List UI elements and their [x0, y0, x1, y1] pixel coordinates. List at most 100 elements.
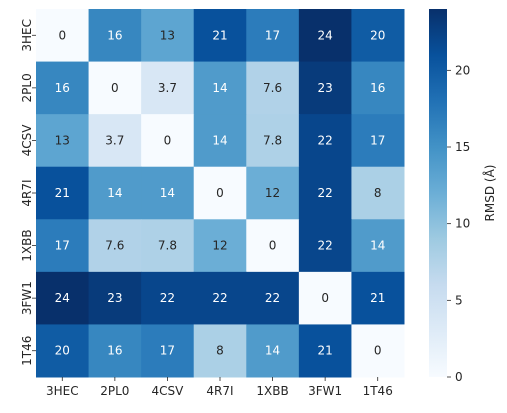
cell-value-label: 7.8 — [263, 133, 282, 147]
heatmap-cell — [88, 219, 142, 273]
y-tick-label: 1XBB — [20, 229, 34, 261]
cell-value-label: 7.6 — [105, 239, 124, 253]
heatmap-cell — [246, 271, 300, 325]
heatmap-cell — [193, 9, 247, 63]
x-tick-label: 3HEC — [46, 384, 79, 398]
cell-value-label: 21 — [55, 186, 70, 200]
cell-value-label: 0 — [374, 344, 382, 358]
heatmap-cell — [298, 61, 352, 115]
cell-value-label: 21 — [318, 344, 333, 358]
y-tick-label: 3FW1 — [20, 281, 34, 315]
cell-value-label: 0 — [58, 28, 66, 42]
heatmap-cell — [88, 114, 142, 168]
heatmap-cell — [246, 324, 300, 378]
cell-value-label: 17 — [160, 344, 175, 358]
heatmap-cell — [36, 219, 90, 273]
cell-value-label: 22 — [318, 133, 333, 147]
heatmap-cell — [88, 166, 142, 220]
heatmap-cell — [88, 9, 142, 63]
heatmap-cell — [298, 114, 352, 168]
x-tick-label: 1T46 — [363, 384, 393, 398]
heatmap-cell — [141, 219, 195, 273]
colorbar-tick-label: 10 — [455, 217, 470, 231]
heatmap-cell — [193, 61, 247, 115]
heatmap-cell — [36, 166, 90, 220]
x-tick-label: 4CSV — [152, 384, 185, 398]
cell-value-label: 7.8 — [158, 239, 177, 253]
cell-value-label: 24 — [55, 291, 70, 305]
heatmap-cell — [141, 166, 195, 220]
y-axis: 3HEC 2PL0 4CSV 4R7I 1XBB 3FW1 1T46 — [20, 19, 36, 366]
cell-value-label: 8 — [216, 344, 224, 358]
colorbar-tick-label: 15 — [455, 140, 470, 154]
cell-value-label: 3.7 — [158, 81, 177, 95]
cell-value-label: 14 — [212, 81, 227, 95]
cell-value-label: 24 — [318, 28, 333, 42]
heatmap-cell — [193, 114, 247, 168]
cell-value-label: 20 — [370, 28, 385, 42]
cell-value-label: 22 — [318, 186, 333, 200]
heatmap-cell — [298, 271, 352, 325]
colorbar-tick-label: 20 — [455, 63, 470, 77]
heatmap-cell — [298, 166, 352, 220]
cell-value-label: 22 — [160, 291, 175, 305]
heatmap-cell — [246, 114, 300, 168]
heatmap-cell — [246, 219, 300, 273]
cell-value-label: 23 — [318, 81, 333, 95]
cell-value-label: 23 — [107, 291, 122, 305]
cell-value-label: 17 — [55, 239, 70, 253]
cell-value-label: 17 — [265, 28, 280, 42]
heatmap-cell — [36, 324, 90, 378]
heatmap-cell — [141, 114, 195, 168]
cell-value-label: 16 — [107, 344, 122, 358]
heatmap-cell — [246, 9, 300, 63]
y-tick-label: 1T46 — [20, 336, 34, 366]
colorbar-tick-label: 5 — [455, 293, 463, 307]
cell-value-label: 3.7 — [105, 133, 124, 147]
cell-value-label: 0 — [111, 81, 119, 95]
colorbar-label: RMSD (Å) — [482, 165, 497, 222]
x-tick-label: 1XBB — [256, 384, 288, 398]
cell-value-label: 16 — [107, 28, 122, 42]
cell-value-label: 8 — [374, 186, 382, 200]
cell-value-label: 0 — [164, 133, 172, 147]
heatmap-cell — [36, 271, 90, 325]
heatmap-cell — [351, 219, 405, 273]
heatmap-cell — [351, 166, 405, 220]
heatmap-cell — [351, 324, 405, 378]
heatmap-cell — [141, 9, 195, 63]
x-axis: 3HEC 2PL0 4CSV 4R7I 1XBB 3FW1 1T46 — [46, 377, 393, 398]
cell-value-label: 14 — [160, 186, 175, 200]
colorbar-tick-label: 0 — [455, 370, 463, 384]
heatmap-cell — [36, 61, 90, 115]
heatmap-cell — [298, 9, 352, 63]
heatmap-cell — [193, 324, 247, 378]
x-tick-label: 3FW1 — [308, 384, 342, 398]
heatmap-cell — [193, 271, 247, 325]
heatmap-cell — [351, 271, 405, 325]
x-tick-label: 2PL0 — [100, 384, 129, 398]
cell-value-label: 7.6 — [263, 81, 282, 95]
cell-value-label: 16 — [370, 81, 385, 95]
heatmap-cell — [88, 324, 142, 378]
heatmap-cell — [88, 271, 142, 325]
cell-value-label: 21 — [370, 291, 385, 305]
colorbar: 0 5 10 15 20 RMSD (Å) — [429, 9, 497, 384]
y-tick-label: 4R7I — [20, 179, 34, 206]
cell-value-label: 0 — [269, 239, 277, 253]
heatmap-cells — [36, 9, 405, 378]
heatmap-cell — [36, 114, 90, 168]
cell-value-label: 22 — [212, 291, 227, 305]
heatmap-cell — [141, 324, 195, 378]
x-tick-label: 4R7I — [206, 384, 233, 398]
colorbar-gradient — [429, 9, 447, 377]
heatmap-cell — [36, 9, 90, 63]
cell-value-label: 0 — [321, 291, 329, 305]
cell-value-label: 13 — [160, 28, 175, 42]
y-tick-label: 2PL0 — [20, 73, 34, 102]
y-tick-label: 3HEC — [20, 19, 34, 52]
heatmap-cell — [141, 271, 195, 325]
cell-value-label: 21 — [212, 28, 227, 42]
cell-value-label: 12 — [212, 239, 227, 253]
